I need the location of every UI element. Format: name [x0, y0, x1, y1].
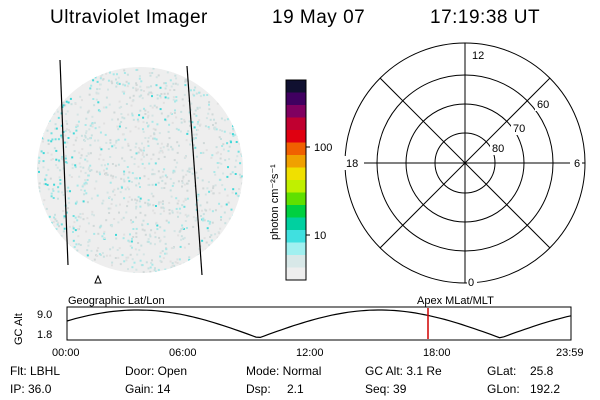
lat-label-70: 70 [513, 123, 525, 135]
auroral-image [37, 59, 243, 284]
colorbar-unit-label: photon cm⁻²s⁻¹ [269, 164, 281, 240]
gain-info: Gain: 14 [125, 382, 171, 396]
timeline-y-tick-low: 1.8 [37, 329, 52, 341]
pole-marker-icon [94, 274, 102, 284]
colorbar-band [286, 180, 306, 193]
colorbar-band [286, 117, 306, 131]
glon-label: GLon: [487, 382, 520, 396]
timeline-x-tick-0: 00:00 [52, 347, 80, 359]
altitude-curve [66, 309, 572, 339]
ip-info: IP: 36.0 [10, 382, 52, 396]
timeline-x-tick-2: 12:00 [296, 347, 324, 359]
timeline-x-tick-1: 06:00 [169, 347, 197, 359]
timeline-y-tick-high: 9.0 [37, 309, 52, 321]
timeline-y-title: GC Alt [13, 313, 25, 345]
seq-info: Seq: 39 [365, 382, 407, 396]
dsp-label: Dsp: [246, 382, 271, 396]
colorbar [286, 80, 306, 281]
timeline-right-label: Apex MLat/MLT [417, 295, 494, 307]
time-label: 17:19:38 UT [430, 7, 541, 28]
geo-grid-line-left [59, 59, 69, 266]
lat-label-60: 60 [537, 99, 549, 111]
polar-diagonal-2 [379, 77, 551, 249]
date-label: 19 May 07 [272, 7, 366, 28]
mode-info: Mode: Normal [246, 364, 322, 378]
colorbar-frame [285, 79, 307, 281]
colorbar-band [286, 155, 306, 168]
geo-grid-line-right [186, 65, 203, 276]
mlt-label-12: 12 [472, 50, 484, 62]
colorbar-band [286, 80, 306, 93]
gc-alt-info: GC Alt: 3.1 Re [365, 364, 442, 378]
door-info: Door: Open [125, 364, 188, 378]
colorbar-band [286, 255, 306, 268]
mlt-label-6: 6 [574, 158, 580, 170]
filter-info: Flt: LBHL [10, 364, 61, 378]
mlt-label-0: 0 [468, 277, 474, 289]
colorbar-band [286, 242, 306, 256]
timeline-x-tick-3: 18:00 [423, 347, 451, 359]
glat-value: 25.8 [530, 364, 554, 378]
colorbar-band [286, 205, 306, 218]
colorbar-band [286, 105, 306, 118]
glat-label: GLat: [487, 364, 517, 378]
colorbar-band [286, 167, 306, 181]
instrument-title: Ultraviolet Imager [50, 7, 208, 28]
mlt-label-18: 18 [346, 158, 358, 170]
colorbar-band [286, 92, 306, 106]
timeline-x-tick-4: 23:59 [556, 347, 584, 359]
colorbar-band [286, 192, 306, 206]
timeline-frame [66, 306, 572, 341]
colorbar-band [286, 230, 306, 243]
colorbar-band [286, 142, 306, 156]
dsp-value: 2.1 [287, 382, 304, 396]
timeline-left-label: Geographic Lat/Lon [68, 295, 165, 307]
colorbar-band [286, 267, 306, 281]
colorbar-tick-label-100: 100 [314, 142, 332, 154]
colorbar-tick-label-10: 10 [314, 230, 326, 242]
polar-grid [344, 42, 586, 284]
colorbar-band [286, 217, 306, 231]
colorbar-band [286, 130, 306, 143]
glon-value: 192.2 [530, 382, 561, 396]
lat-label-80: 80 [492, 143, 504, 155]
